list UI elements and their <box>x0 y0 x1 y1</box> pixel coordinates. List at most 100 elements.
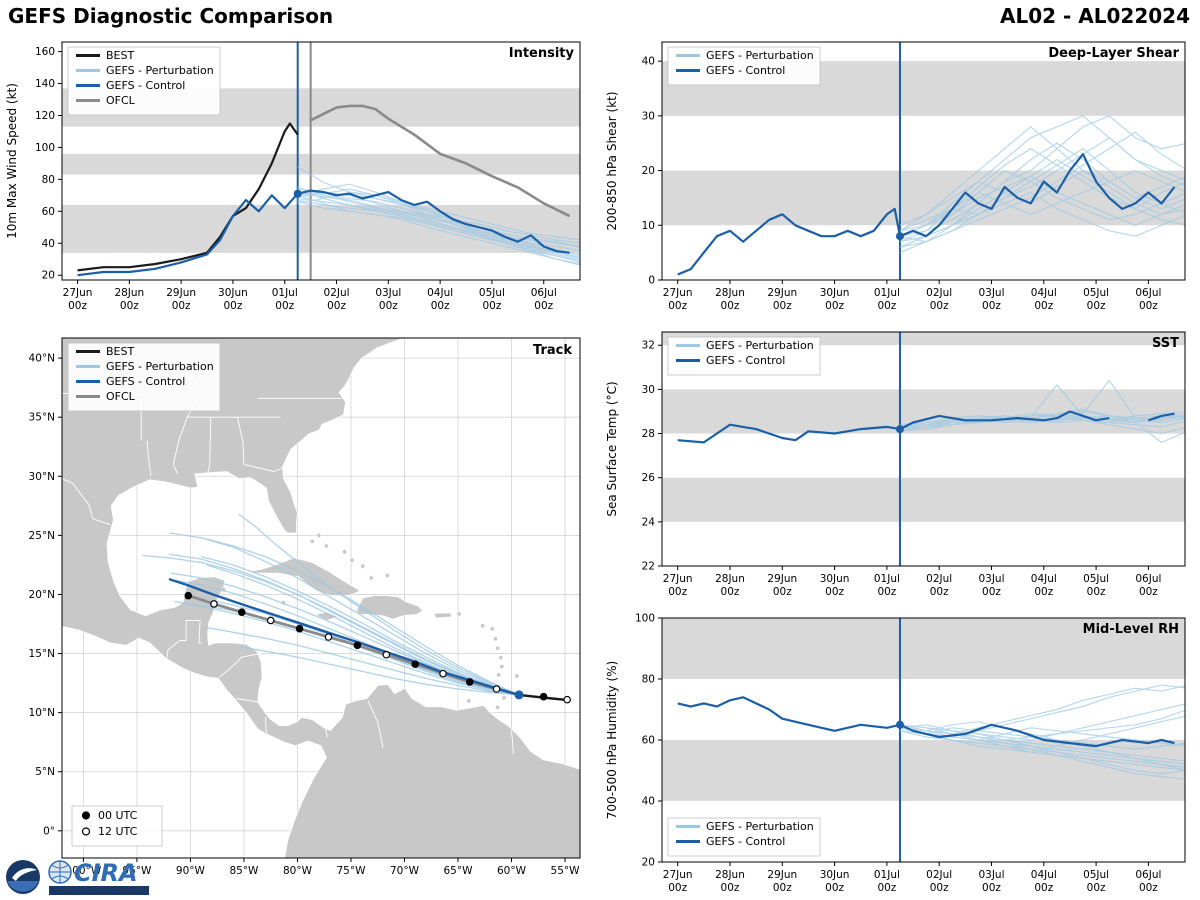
x-tick-hour: 00z <box>930 882 949 894</box>
x-tick-date: 05Jul <box>1083 573 1109 585</box>
init-point-dot <box>895 720 904 729</box>
x-tick-date: 06Jul <box>1135 573 1161 585</box>
sst-panel: 22 24 26 28 30 32 27Jun 00z 28Jun 00z 29Jun 00z 30Ju… <box>600 318 1200 604</box>
x-tick-date: 30Jun <box>820 573 850 585</box>
x-tick-hour: 00z <box>1139 586 1158 598</box>
x-tick-date: 29Jun <box>166 287 196 299</box>
map-x-tick-label: 65°W <box>443 865 473 877</box>
x-tick-date: 01Jul <box>874 287 900 299</box>
y-tick-label: 40 <box>42 238 55 250</box>
x-tick-hour: 00z <box>930 586 949 598</box>
legend-box <box>667 336 821 376</box>
12utc-marker-sample <box>81 827 91 836</box>
intensity-panel: 20 40 60 80 100 120 140 160 27Jun 00z 28Jun 00z 29Ju… <box>0 28 600 318</box>
intensity-chart: 2040608010012014016027Jun00z28Jun00z29Ju… <box>5 41 581 312</box>
x-tick-hour: 00z <box>120 300 139 312</box>
position-markers <box>184 591 571 704</box>
legend-box <box>67 46 221 116</box>
x-tick-hour: 00z <box>721 586 740 598</box>
y-axis-label: 200-850 hPa Shear (kt) <box>605 91 619 230</box>
track-control-line <box>168 577 520 697</box>
map-frame <box>61 337 581 859</box>
x-tick-date: 28Jun <box>715 869 745 881</box>
x-tick-date: 04Jul <box>1031 869 1057 881</box>
shaded-band <box>662 740 1185 801</box>
x-tick-hour: 00z <box>877 882 896 894</box>
x-tick-date: 05Jul <box>1083 287 1109 299</box>
map-x-tick-label: 70°W <box>390 865 420 877</box>
y-tick-label: 40 <box>642 796 655 808</box>
x-tick-hour: 00z <box>1087 586 1106 598</box>
map-y-tick-label: 15°N <box>29 648 55 660</box>
x-tick-date: 04Jul <box>427 287 453 299</box>
init-point-dot <box>895 425 904 434</box>
y-tick-label: 20 <box>642 857 655 869</box>
legend-label-perturbation: GEFS - Perturbation <box>706 820 814 833</box>
x-tick-hour: 00z <box>1139 882 1158 894</box>
marker-legend-label: 12 UTC <box>98 825 138 838</box>
y-tick-label: 80 <box>42 174 55 186</box>
x-tick-date: 04Jul <box>1031 573 1057 585</box>
x-tick-hour: 00z <box>721 300 740 312</box>
legend-label-control: GEFS - Control <box>706 835 785 848</box>
legend-label-control: GEFS - Control <box>706 64 785 77</box>
intensity-ofcl-line <box>310 104 571 218</box>
rh-chart: 2040608010027Jun00z28Jun00z29Jun00z30Jun… <box>605 613 1186 894</box>
x-tick-date: 01Jul <box>874 869 900 881</box>
x-tick-hour: 00z <box>773 882 792 894</box>
legend-label-perturbation: GEFS - Perturbation <box>706 49 814 62</box>
current-position-dot <box>514 690 524 700</box>
x-tick-hour: 00z <box>224 300 243 312</box>
x-tick-hour: 00z <box>877 300 896 312</box>
x-tick-hour: 00z <box>172 300 191 312</box>
y-tick-label: 32 <box>642 340 655 352</box>
x-tick-hour: 00z <box>825 882 844 894</box>
plot-frame <box>661 331 1186 567</box>
x-tick-hour: 00z <box>1087 300 1106 312</box>
map-x-tick-label: 95°W <box>122 865 152 877</box>
y-tick-label: 140 <box>35 78 55 90</box>
x-tick-hour: 00z <box>982 882 1001 894</box>
map-y-tick-label: 30°N <box>29 471 55 483</box>
footer-logos: CIRA <box>4 856 224 900</box>
map-y-tick-label: 0° <box>43 825 55 837</box>
map-x-tick-label: 75°W <box>336 865 366 877</box>
map-x-tick-label: 100°W <box>66 865 102 877</box>
shaded-band <box>62 153 580 175</box>
plot-frame <box>61 41 581 281</box>
x-tick-hour: 00z <box>825 300 844 312</box>
y-tick-label: 28 <box>642 428 655 440</box>
x-tick-date: 02Jul <box>926 869 952 881</box>
x-tick-date: 03Jul <box>978 869 1004 881</box>
x-tick-hour: 00z <box>982 300 1001 312</box>
x-tick-hour: 00z <box>534 300 553 312</box>
map-y-tick-label: 10°N <box>29 707 55 719</box>
y-tick-label: 100 <box>35 142 55 154</box>
x-tick-hour: 00z <box>668 882 687 894</box>
legend-label-control: GEFS - Control <box>706 354 785 367</box>
init-point-dot <box>293 189 302 198</box>
y-tick-label: 60 <box>642 735 655 747</box>
track-map: 100°W 95°W 90°W 85°W 80°W 75°W 70°W 65°W 60°W 55°… <box>29 337 581 877</box>
map-y-tick-label: 20°N <box>29 589 55 601</box>
y-tick-label: 0 <box>648 275 655 287</box>
map-y-tick-label: 25°N <box>29 530 55 542</box>
legend-label-perturbation: GEFS - Perturbation <box>106 64 214 77</box>
x-tick-hour: 00z <box>483 300 502 312</box>
x-tick-hour: 00z <box>1034 586 1053 598</box>
y-tick-label: 24 <box>642 516 656 528</box>
y-axis-label: 700-500 hPa Humidity (%) <box>605 661 619 819</box>
y-tick-label: 120 <box>35 110 55 122</box>
x-tick-date: 06Jul <box>1135 287 1161 299</box>
x-tick-date: 03Jul <box>375 287 401 299</box>
sst-control-line <box>677 410 1175 444</box>
map-x-tick-label: 90°W <box>176 865 206 877</box>
x-tick-hour: 00z <box>877 586 896 598</box>
map-y-tick-label: 35°N <box>29 412 55 424</box>
shaded-band <box>62 204 580 253</box>
shear-chart: 01020304027Jun00z28Jun00z29Jun00z30Jun00… <box>605 41 1186 312</box>
legend-label-perturbation: GEFS - Perturbation <box>706 339 814 352</box>
y-tick-label: 26 <box>642 472 656 484</box>
y-tick-label: 20 <box>642 165 655 177</box>
